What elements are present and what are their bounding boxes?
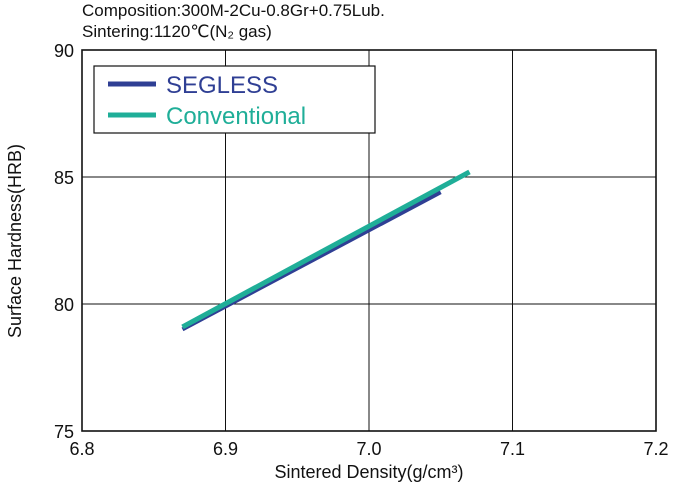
legend: SEGLESS Conventional [93, 65, 376, 134]
legend-label-conventional: Conventional [166, 103, 306, 130]
x-tick-label: 7.1 [500, 439, 525, 459]
y-tick-label: 90 [54, 41, 74, 61]
x-tick-label: 6.9 [213, 439, 238, 459]
x-tick-label: 7.0 [356, 439, 381, 459]
x-tick-label: 7.2 [643, 439, 668, 459]
x-tick-label: 6.8 [69, 439, 94, 459]
series-line-segless [181, 190, 442, 332]
y-tick-labels: 75 80 85 90 [54, 41, 74, 442]
legend-label-segless: SEGLESS [166, 72, 278, 99]
y-tick-label: 85 [54, 168, 74, 188]
y-axis-title: Surface Hardness(HRB) [5, 144, 25, 338]
y-tick-label: 75 [54, 422, 74, 442]
sintering-note: Sintering:1120℃(N₂ gas) [82, 22, 272, 41]
series-lines [181, 169, 471, 332]
series-line-conventional [181, 169, 471, 330]
x-axis-title: Sintered Density(g/cm³) [274, 462, 463, 482]
legend-box [93, 65, 376, 134]
y-tick-label: 80 [54, 295, 74, 315]
plot-frame [81, 49, 657, 432]
x-tick-labels: 6.8 6.9 7.0 7.1 7.2 [69, 439, 668, 459]
composition-note: Composition:300M-2Cu-0.8Gr+0.75Lub. [82, 1, 385, 20]
